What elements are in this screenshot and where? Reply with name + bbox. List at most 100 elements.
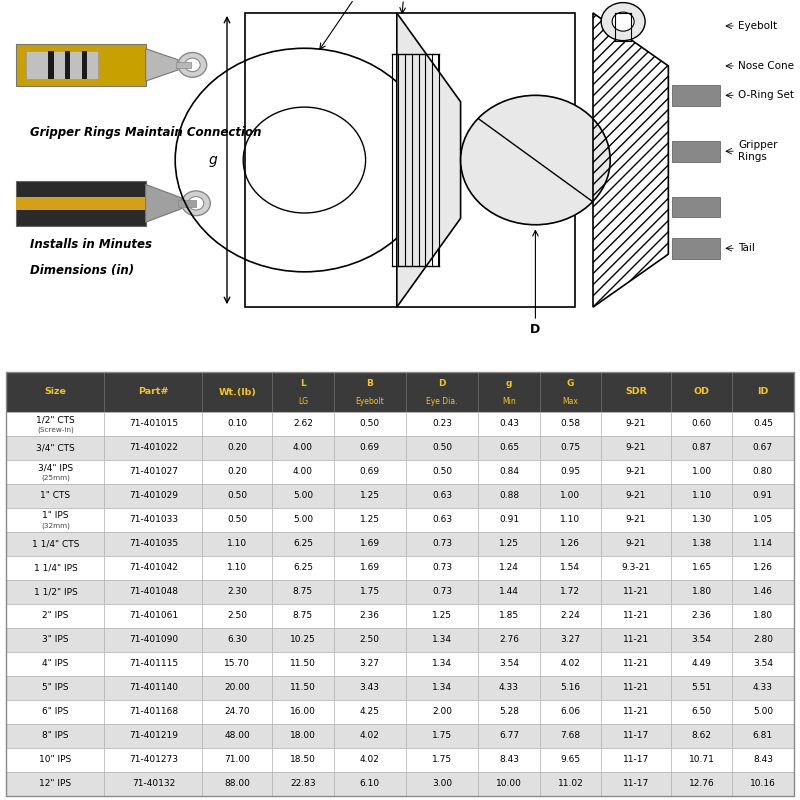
- Text: Wt.(lb): Wt.(lb): [218, 387, 256, 397]
- Bar: [202, 412, 272, 436]
- Text: 3.43: 3.43: [360, 683, 380, 693]
- Bar: [601, 556, 671, 580]
- Bar: [601, 724, 671, 748]
- Text: OD: OD: [694, 387, 710, 397]
- Bar: [671, 372, 732, 412]
- Text: 1.26: 1.26: [753, 563, 773, 573]
- Bar: [272, 556, 334, 580]
- Text: 8.75: 8.75: [293, 587, 313, 597]
- Text: 16.00: 16.00: [290, 707, 316, 717]
- Text: 2.24: 2.24: [561, 611, 580, 621]
- Text: Eyebolt: Eyebolt: [355, 398, 384, 406]
- Text: 88.00: 88.00: [224, 779, 250, 789]
- Text: 0.95: 0.95: [560, 467, 581, 477]
- Bar: [334, 372, 406, 412]
- Bar: [6, 372, 104, 412]
- Bar: [601, 652, 671, 676]
- Text: 11-21: 11-21: [623, 707, 649, 717]
- Bar: [104, 772, 202, 796]
- Bar: [478, 748, 540, 772]
- Bar: [671, 556, 732, 580]
- Bar: [601, 532, 671, 556]
- Text: Eye Dia.: Eye Dia.: [426, 398, 458, 406]
- Bar: [540, 412, 601, 436]
- Text: 1.75: 1.75: [432, 731, 452, 741]
- Text: 1.00: 1.00: [691, 467, 712, 477]
- Bar: [601, 628, 671, 652]
- Text: 6.06: 6.06: [560, 707, 581, 717]
- Text: 48.00: 48.00: [225, 731, 250, 741]
- Bar: [272, 652, 334, 676]
- Text: 0.23: 0.23: [432, 419, 452, 429]
- Bar: [16, 197, 146, 210]
- Bar: [66, 51, 70, 78]
- Bar: [6, 676, 104, 700]
- Text: 71-401048: 71-401048: [129, 587, 178, 597]
- Text: Gripper
Rings: Gripper Rings: [738, 141, 778, 162]
- Text: L: L: [300, 379, 306, 389]
- Text: 9-21: 9-21: [626, 515, 646, 525]
- Text: 0.20: 0.20: [227, 443, 247, 453]
- Text: 3" IPS: 3" IPS: [42, 635, 69, 645]
- Text: 8.43: 8.43: [499, 755, 519, 765]
- Bar: [272, 700, 334, 724]
- Bar: [732, 580, 794, 604]
- Circle shape: [461, 95, 610, 225]
- Bar: [104, 748, 202, 772]
- Bar: [673, 141, 721, 162]
- Bar: [48, 51, 54, 78]
- Text: O-Ring Set: O-Ring Set: [738, 90, 794, 100]
- Bar: [104, 412, 202, 436]
- Circle shape: [601, 2, 645, 41]
- Text: 71-401027: 71-401027: [129, 467, 178, 477]
- Bar: [6, 484, 104, 508]
- Bar: [540, 372, 601, 412]
- Text: 11-21: 11-21: [623, 683, 649, 693]
- Text: 1.65: 1.65: [691, 563, 712, 573]
- Bar: [272, 604, 334, 628]
- Text: 1.34: 1.34: [432, 683, 452, 693]
- Text: 4.02: 4.02: [360, 755, 380, 765]
- Text: 0.63: 0.63: [432, 515, 452, 525]
- Text: 0.84: 0.84: [499, 467, 519, 477]
- Text: 7.68: 7.68: [560, 731, 581, 741]
- Text: 71-401042: 71-401042: [129, 563, 178, 573]
- Text: 71-401033: 71-401033: [129, 515, 178, 525]
- Bar: [104, 460, 202, 484]
- Text: 2.36: 2.36: [360, 611, 380, 621]
- Text: 0.87: 0.87: [691, 443, 712, 453]
- Text: 6.25: 6.25: [293, 539, 313, 549]
- Bar: [732, 412, 794, 436]
- Bar: [732, 532, 794, 556]
- Text: 0.50: 0.50: [432, 467, 452, 477]
- Bar: [478, 372, 540, 412]
- Text: 0.80: 0.80: [753, 467, 773, 477]
- Bar: [478, 484, 540, 508]
- Circle shape: [178, 53, 206, 78]
- Bar: [671, 436, 732, 460]
- Text: 3.54: 3.54: [691, 635, 711, 645]
- Bar: [406, 628, 478, 652]
- Text: 4.25: 4.25: [360, 707, 380, 717]
- Bar: [334, 700, 406, 724]
- Bar: [671, 460, 732, 484]
- Bar: [406, 772, 478, 796]
- Bar: [601, 772, 671, 796]
- Bar: [732, 484, 794, 508]
- Text: 1.69: 1.69: [360, 539, 380, 549]
- Bar: [540, 508, 601, 532]
- Text: 4.33: 4.33: [499, 683, 519, 693]
- Bar: [671, 724, 732, 748]
- Text: 71-401219: 71-401219: [129, 731, 178, 741]
- Text: 11-17: 11-17: [623, 779, 649, 789]
- Bar: [671, 484, 732, 508]
- Bar: [334, 412, 406, 436]
- Text: g: g: [208, 153, 217, 167]
- Bar: [732, 724, 794, 748]
- Bar: [334, 580, 406, 604]
- Text: 71-40132: 71-40132: [132, 779, 175, 789]
- Text: 11-17: 11-17: [623, 731, 649, 741]
- Text: 3.00: 3.00: [432, 779, 452, 789]
- Bar: [406, 724, 478, 748]
- Bar: [6, 700, 104, 724]
